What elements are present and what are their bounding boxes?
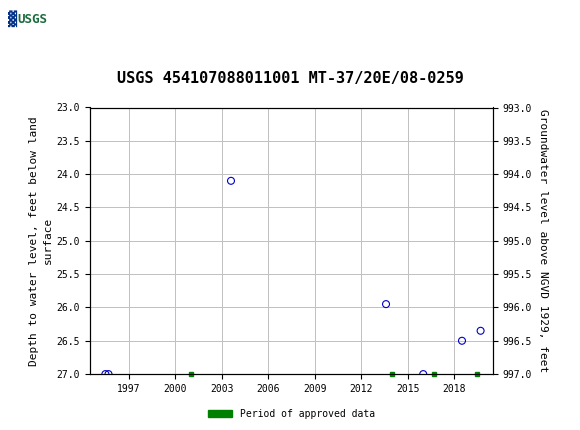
Point — [104, 371, 113, 378]
Point — [382, 301, 391, 307]
Y-axis label: Groundwater level above NGVD 1929, feet: Groundwater level above NGVD 1929, feet — [538, 109, 548, 372]
Point — [458, 337, 467, 344]
Point — [476, 327, 485, 334]
Point — [226, 178, 235, 184]
Point — [101, 371, 110, 378]
Text: USGS: USGS — [17, 13, 47, 26]
FancyBboxPatch shape — [6, 4, 64, 35]
Point — [419, 371, 428, 378]
Text: USGS 454107088011001 MT-37/20E/08-0259: USGS 454107088011001 MT-37/20E/08-0259 — [117, 71, 463, 86]
Legend: Period of approved data: Period of approved data — [204, 405, 379, 423]
Y-axis label: Depth to water level, feet below land
surface: Depth to water level, feet below land su… — [30, 116, 53, 366]
Text: ▓: ▓ — [8, 10, 17, 27]
